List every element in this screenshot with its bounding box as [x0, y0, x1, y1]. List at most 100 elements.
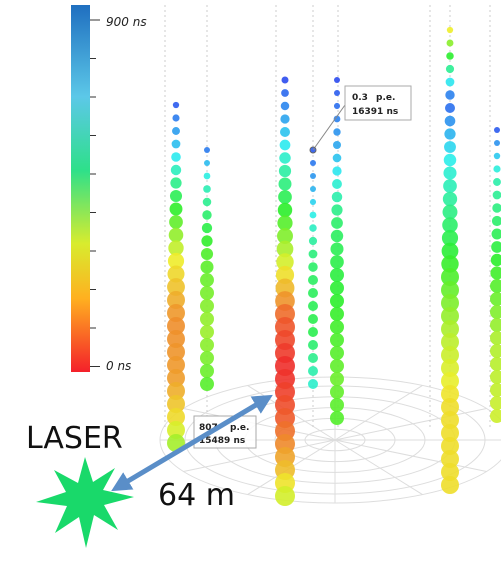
dom-hit: [490, 292, 501, 306]
dom-hit: [278, 203, 292, 217]
dom-hit: [170, 177, 181, 188]
colorbar-max: 900 ns: [106, 15, 147, 29]
dom-hit: [332, 179, 342, 189]
dom-hit: [490, 383, 501, 397]
dom-hit: [443, 192, 457, 206]
dom-hit: [330, 411, 344, 425]
dom-hit: [308, 262, 317, 271]
dom-hit: [334, 90, 340, 96]
dom-hit: [444, 154, 456, 166]
dom-hit: [309, 250, 318, 259]
tooltip-pe-unit: p.e.: [376, 93, 395, 103]
dom-hit: [330, 385, 344, 399]
dom-hit: [330, 346, 344, 360]
dom-hit: [330, 307, 344, 321]
dom-hit: [490, 409, 501, 423]
dom-hit: [281, 89, 289, 97]
dom-hit: [203, 198, 212, 207]
dom-hit: [444, 128, 455, 139]
dom-hit: [201, 248, 213, 260]
dom-hit: [204, 160, 210, 166]
dom-hit: [279, 152, 290, 163]
dom-hit: [446, 78, 455, 87]
dom-hit: [332, 166, 341, 175]
dom-hit: [493, 191, 501, 200]
dom-hit: [200, 325, 214, 339]
dom-hit: [446, 65, 454, 73]
dom-hit: [278, 190, 292, 204]
dom-hit: [490, 279, 501, 293]
tooltip-pe: 0.3: [352, 93, 368, 103]
dom-hit: [331, 217, 343, 229]
dom-hit: [310, 160, 316, 166]
dom-hit: [308, 327, 318, 337]
dom-hit: [275, 486, 295, 506]
dom-hit: [490, 357, 501, 371]
dom-hit: [446, 52, 454, 60]
dom-hit: [173, 102, 179, 108]
dom-hit: [203, 185, 211, 193]
dom-hit: [441, 476, 459, 494]
dom-hit: [330, 281, 344, 295]
dom-hit: [200, 312, 214, 326]
dom-hit: [200, 377, 214, 391]
dom-hit: [492, 229, 501, 240]
dom-hit: [334, 77, 340, 83]
dom-hit: [494, 140, 500, 146]
dom-hit: [445, 116, 456, 127]
dom-hit: [490, 370, 501, 384]
colorbar-ticks: [90, 20, 100, 367]
dom-hit: [493, 178, 501, 186]
dom-hit: [200, 260, 213, 273]
colorbar-min: 0 ns: [106, 359, 131, 373]
dom-hit: [443, 166, 456, 179]
dom-hit: [202, 210, 211, 219]
dom-hit: [279, 165, 291, 177]
dom-hit: [200, 338, 214, 352]
dom-hit: [200, 299, 214, 313]
dom-hit: [492, 203, 501, 212]
dom-hit: [200, 286, 214, 300]
dom-hit: [333, 128, 340, 135]
dom-hit: [171, 152, 181, 162]
dom-hit: [280, 114, 289, 123]
dom-hit: [331, 230, 343, 242]
colorbar: [71, 5, 90, 372]
laser-star: [36, 457, 134, 548]
dom-hit: [172, 127, 180, 135]
dom-hit: [171, 165, 181, 175]
dom-hit: [490, 305, 501, 319]
dom-hit: [310, 212, 317, 219]
event-display: 900 ns 0 ns 0.3 p.e. 16391 ns 807 p.e. 1…: [0, 0, 501, 562]
tooltip: 0.3 p.e. 16391 ns: [345, 86, 411, 120]
tooltip-pe-unit: p.e.: [230, 423, 249, 433]
dom-hit: [444, 141, 456, 153]
laser-label: LASER: [26, 421, 123, 456]
dom-hit: [280, 127, 290, 137]
dom-hit: [201, 235, 212, 246]
dom-hit: [494, 153, 500, 159]
dom-hit: [333, 154, 342, 163]
dom-hit: [281, 102, 289, 110]
dom-hit: [330, 294, 344, 308]
dom-hit: [443, 179, 457, 193]
dom-hit: [494, 127, 500, 133]
dom-hit: [172, 114, 179, 121]
floor-spoke: [335, 440, 487, 472]
dom-hit: [447, 40, 454, 47]
dom-hit: [330, 320, 344, 334]
dom-hit: [330, 268, 344, 282]
dom-hit: [308, 366, 318, 376]
dom-hit: [490, 344, 501, 358]
dom-hit: [200, 273, 214, 287]
dom-hit: [308, 288, 318, 298]
dom-hit: [331, 204, 342, 215]
dom-hit: [310, 173, 316, 179]
dom-hit: [447, 27, 453, 33]
dom-hit: [204, 147, 210, 153]
dom-hit: [493, 165, 500, 172]
dom-hit: [279, 178, 292, 191]
dom-hit: [491, 254, 501, 266]
dom-hit: [308, 379, 318, 389]
dom-hit: [308, 353, 318, 363]
